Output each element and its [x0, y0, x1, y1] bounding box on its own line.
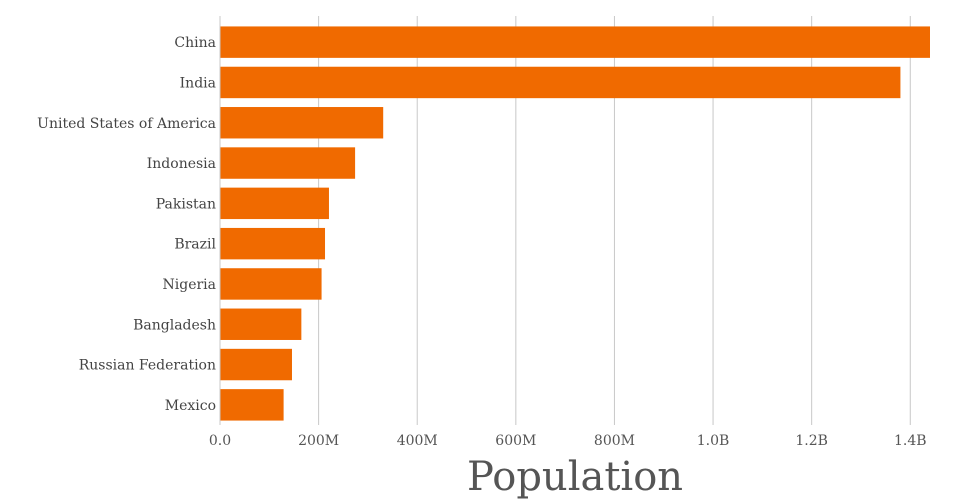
- category-labels: China India United States of America Indone…: [37, 35, 216, 414]
- category-label: India: [180, 75, 216, 91]
- category-label: Bangladesh: [133, 317, 216, 333]
- bar-china: [220, 26, 930, 58]
- category-label: Brazil: [174, 237, 216, 253]
- bar-mexico: [220, 389, 284, 421]
- bar-united-states-of-america: [220, 107, 384, 139]
- bar-brazil: [220, 227, 326, 260]
- category-label: Pakistan: [156, 196, 216, 212]
- category-label: United States of America: [37, 116, 216, 132]
- x-axis-title: Population: [467, 454, 683, 500]
- x-tick-label: 800M: [594, 433, 635, 449]
- x-tick-labels: 0.0 200M 400M 600M 800M 1.0B 1.2B 1.4B: [209, 433, 927, 449]
- bars: [220, 26, 930, 421]
- bar-nigeria: [220, 268, 322, 300]
- bar-pakistan: [220, 187, 329, 220]
- x-tick-label: 200M: [298, 433, 339, 449]
- category-label: Indonesia: [147, 156, 216, 172]
- bar-india: [220, 66, 901, 99]
- bar-bangladesh: [220, 308, 302, 340]
- category-label: Russian Federation: [79, 358, 216, 374]
- x-tick-label: 0.0: [209, 433, 231, 449]
- x-tick-label: 400M: [397, 433, 438, 449]
- x-tick-label: 1.4B: [894, 433, 927, 449]
- x-tick-label: 1.0B: [697, 433, 730, 449]
- category-label: Nigeria: [163, 277, 217, 293]
- x-tick-label: 600M: [495, 433, 536, 449]
- category-label: Mexico: [165, 398, 216, 414]
- category-label: China: [174, 35, 216, 51]
- x-tick-label: 1.2B: [795, 433, 828, 449]
- bar-indonesia: [220, 147, 356, 179]
- bar-russian-federation: [220, 348, 292, 381]
